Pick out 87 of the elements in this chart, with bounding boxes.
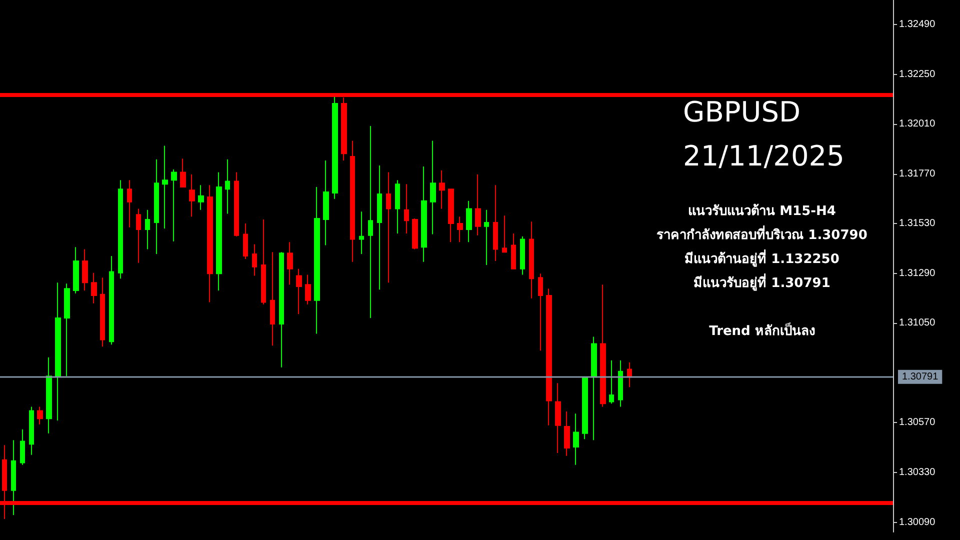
y-tick-label: 1.30330	[899, 466, 936, 478]
candlestick	[243, 223, 248, 260]
candlestick	[270, 252, 275, 346]
candlestick	[118, 180, 123, 280]
candlestick	[305, 274, 311, 305]
candlestick	[404, 184, 409, 234]
y-tick-label: 1.31770	[899, 168, 936, 180]
annotation: แนวรับแนวต้าน M15-H4	[688, 203, 836, 219]
candlestick	[493, 184, 498, 262]
candlestick	[475, 174, 481, 236]
annotation: มีแนวต้านอยู่ที่ 1.132250	[684, 249, 840, 267]
candlestick	[154, 158, 159, 254]
candlestick	[55, 282, 61, 421]
candlestick	[11, 440, 16, 516]
y-tick-label: 1.30570	[899, 417, 936, 428]
y-tick-label: 1.31050	[899, 318, 936, 329]
candlestick	[216, 172, 222, 291]
candlestick	[538, 273, 543, 352]
candlestick	[91, 272, 97, 304]
candlestick	[198, 184, 204, 210]
candlestick	[189, 174, 195, 218]
candlestick	[64, 283, 70, 377]
candlestick	[332, 96, 338, 200]
y-tick-label: 1.31290	[899, 268, 936, 279]
ref-line-label: 1.30791	[902, 371, 939, 382]
candlestick	[350, 140, 355, 262]
candlestick	[37, 406, 43, 425]
candlestick	[421, 166, 427, 262]
candlestick	[109, 256, 114, 346]
candlestick	[29, 406, 34, 456]
candlestick	[457, 216, 463, 243]
candlestick	[386, 172, 391, 284]
candlestick	[46, 356, 52, 434]
y-tick-label: 1.31530	[899, 218, 936, 230]
candlestick	[618, 360, 623, 408]
candlestick	[20, 428, 25, 466]
candlestick	[448, 188, 454, 243]
candlestick	[287, 242, 293, 286]
candlestick	[145, 209, 150, 250]
candlestick	[323, 160, 329, 246]
candlestick	[225, 158, 230, 214]
y-tick-label: 1.30090	[899, 516, 936, 528]
candlestick	[73, 246, 79, 294]
candlestick	[591, 336, 597, 441]
candlestick	[627, 362, 632, 388]
candlestick	[171, 168, 177, 242]
candlestick	[439, 170, 445, 210]
text: 21/11/2025	[683, 140, 844, 172]
candlestick	[573, 413, 579, 466]
candlestick	[430, 140, 436, 235]
candlestick	[296, 268, 302, 315]
y-tick-label: 1.32010	[899, 118, 936, 130]
candlestick	[359, 211, 364, 254]
candlestick	[484, 209, 489, 266]
candlestick	[377, 164, 382, 290]
candlestick	[564, 411, 570, 456]
candlestick	[100, 277, 105, 348]
candlestick	[314, 186, 320, 334]
candlestick	[529, 221, 534, 299]
candlestick	[234, 172, 239, 237]
candlestick	[412, 218, 418, 250]
candlestick	[609, 360, 614, 404]
candlestick	[207, 184, 213, 303]
text: GBPUSD	[683, 96, 801, 128]
annotation: Trend หลักเป็นลง	[709, 321, 815, 339]
y-tick-label: 1.32490	[899, 19, 936, 30]
annotation: มีแนวรับอยู่ที่ 1.30791	[694, 273, 830, 291]
candlestick	[582, 376, 588, 440]
annotation: ราคากำลังทดสอบที่บริเวณ 1.30790	[656, 225, 868, 243]
candlestick	[395, 180, 400, 234]
candlestick	[127, 180, 132, 228]
candlestick	[162, 145, 168, 229]
candlestick	[261, 219, 266, 305]
candlestick	[546, 288, 552, 426]
candlestick	[600, 284, 606, 408]
candlestick	[82, 248, 88, 291]
candlestick	[511, 232, 516, 270]
y-tick-label: 1.32250	[899, 68, 936, 80]
candlestick	[180, 158, 186, 188]
candlestick	[555, 382, 561, 454]
candlestick	[520, 236, 525, 276]
candlestick	[252, 244, 257, 276]
candlestick	[466, 200, 472, 243]
candlestick	[368, 126, 373, 319]
candlestick	[136, 208, 141, 264]
candlestick	[502, 215, 507, 253]
candlestick	[279, 252, 284, 368]
